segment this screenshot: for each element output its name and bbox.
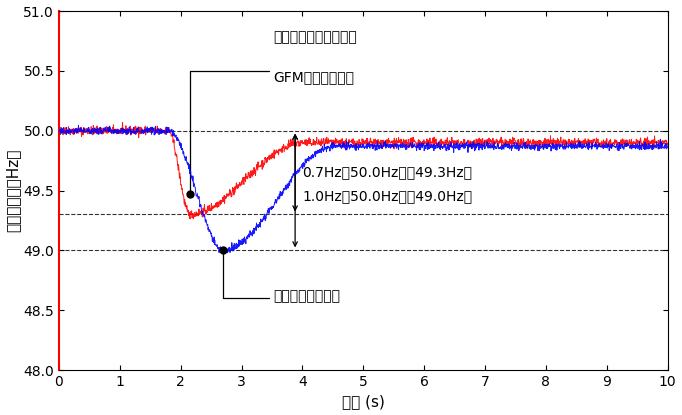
Y-axis label: 系統周波数（Hz）: 系統周波数（Hz） [5, 149, 20, 232]
X-axis label: 時間 (s): 時間 (s) [342, 394, 385, 410]
Text: GFMインバーター: GFMインバーター [273, 70, 354, 84]
Text: 0.7Hz（50.0Hzかぉ49.3Hz）: 0.7Hz（50.0Hzかぉ49.3Hz） [302, 166, 473, 180]
Text: 1.0Hz（50.0Hzかぉ49.0Hz）: 1.0Hz（50.0Hzかぉ49.0Hz） [302, 190, 473, 203]
Text: 従来インバーター: 従来インバーター [273, 289, 340, 303]
Text: 太陽光発電に搭載した: 太陽光発電に搭載した [273, 30, 357, 44]
